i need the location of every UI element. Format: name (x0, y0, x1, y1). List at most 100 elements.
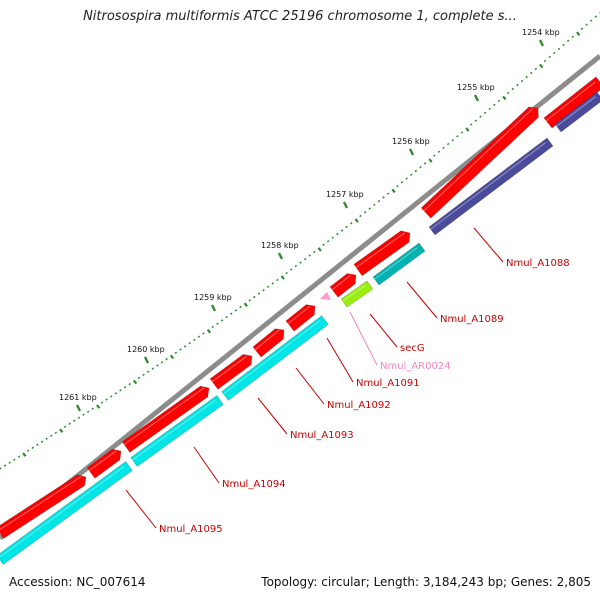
minor-tick (363, 211, 367, 214)
gene-reverse-bar[interactable] (554, 91, 600, 133)
gene-forward-bar[interactable] (209, 354, 253, 390)
accession-info: Accession: NC_007614 (9, 575, 146, 589)
minor-tick (36, 443, 39, 446)
minor-tick (216, 322, 219, 325)
minor-tick (377, 199, 381, 203)
gene-reverse-bar-shade (556, 96, 596, 127)
minor-tick (345, 225, 348, 229)
gene-label[interactable]: Nmul_A1094 (222, 479, 286, 490)
major-tick (465, 127, 470, 132)
gene-reverse-bar[interactable] (372, 242, 426, 286)
gene-forward-bar[interactable] (329, 273, 357, 298)
major-tick (473, 94, 480, 102)
minor-tick (45, 437, 48, 440)
gene-reverse-bar[interactable] (221, 315, 329, 401)
minor-tick (49, 434, 53, 437)
gene-forward-bar[interactable] (121, 385, 210, 453)
gene-reverse-bar-shade (132, 399, 216, 461)
minor-tick (91, 407, 95, 410)
leader-line (257, 397, 288, 435)
topology-label: Topology: (261, 575, 318, 589)
minor-tick (493, 103, 496, 107)
minor-tick (229, 312, 233, 315)
gene-forward-bar[interactable] (252, 328, 285, 358)
gene-label[interactable]: Nmul_A1091 (356, 378, 420, 389)
gene-label[interactable]: Nmul_A1095 (159, 524, 223, 535)
minor-tick (160, 361, 164, 364)
gene-forward-bar-shade (423, 107, 534, 212)
minor-tick (100, 401, 104, 404)
gene-forward-bar[interactable] (86, 448, 122, 479)
minor-tick (289, 268, 293, 271)
accession-label: Accession: (9, 575, 73, 589)
minor-tick (359, 214, 362, 218)
map-title: Nitrosospira multiformis ATCC 25196 chro… (83, 9, 517, 24)
minor-tick (585, 23, 588, 26)
major-tick (502, 95, 507, 101)
tick-label: 1261 kbp (59, 393, 97, 402)
topology-value: circular (321, 575, 366, 589)
minor-tick (202, 332, 205, 335)
minor-tick (322, 243, 325, 247)
minor-tick (451, 138, 455, 142)
gene-label[interactable]: Nmul_A1088 (506, 258, 570, 269)
minor-tick (479, 115, 482, 118)
major-tick (576, 31, 581, 36)
gene-label[interactable]: Nmul_A1089 (440, 314, 504, 325)
gene-forward-bar-shade (211, 355, 248, 383)
minor-tick (13, 458, 16, 461)
gene-secg-bar[interactable] (340, 280, 374, 308)
gene-forward-bar-shade (545, 81, 596, 122)
gene-label[interactable]: secG (400, 343, 425, 354)
minor-tick (234, 309, 238, 312)
major-tick (143, 356, 150, 364)
minor-tick (142, 373, 145, 377)
minor-tick (54, 431, 58, 434)
minor-tick (197, 335, 201, 338)
major-tick (169, 354, 175, 360)
leader-line (295, 367, 325, 405)
minor-tick (271, 282, 275, 285)
minor-tick (211, 325, 215, 329)
minor-tick (63, 425, 67, 428)
minor-tick (156, 364, 159, 367)
rna-label[interactable]: Nmul_AR0024 (380, 361, 451, 372)
minor-tick (529, 71, 533, 75)
gene-forward-bar[interactable] (543, 76, 600, 129)
minor-tick (405, 177, 408, 180)
gene-forward-bar-shade (287, 305, 311, 325)
gene-forward-bar[interactable] (0, 474, 87, 539)
gene-reverse-bar[interactable] (0, 461, 133, 565)
minor-tick (331, 236, 335, 239)
minor-tick (8, 461, 11, 464)
gene-forward-bar-shade (331, 274, 352, 291)
minor-tick (308, 254, 311, 257)
gene-reverse-bar[interactable] (428, 137, 554, 236)
minor-tick (497, 99, 501, 103)
gene-reverse-bar[interactable] (130, 395, 224, 467)
minor-tick (580, 27, 584, 30)
major-tick (317, 247, 322, 252)
tick-label: 1256 kbp (392, 137, 430, 146)
rna-feature[interactable] (320, 292, 331, 300)
gene-forward-bar[interactable] (353, 230, 411, 277)
gene-label[interactable]: Nmul_A1093 (290, 430, 354, 441)
gene-label[interactable]: Nmul_A1092 (327, 400, 391, 411)
minor-tick (368, 207, 371, 210)
minor-tick (285, 271, 288, 275)
gene-layer[interactable] (0, 76, 600, 565)
minor-tick (31, 446, 35, 449)
minor-tick (86, 410, 90, 413)
minor-tick (0, 467, 2, 470)
minor-tick (114, 392, 118, 395)
sequence-summary: Topology: circular; Length: 3,184,243 bp… (261, 575, 591, 589)
gene-forward-bar[interactable] (420, 106, 539, 219)
minor-tick (456, 135, 459, 138)
gene-forward-bar[interactable] (285, 304, 316, 332)
minor-tick (446, 142, 450, 146)
minor-tick (68, 422, 71, 425)
minor-tick (276, 278, 279, 282)
major-tick (428, 158, 433, 163)
minor-tick (571, 35, 575, 39)
